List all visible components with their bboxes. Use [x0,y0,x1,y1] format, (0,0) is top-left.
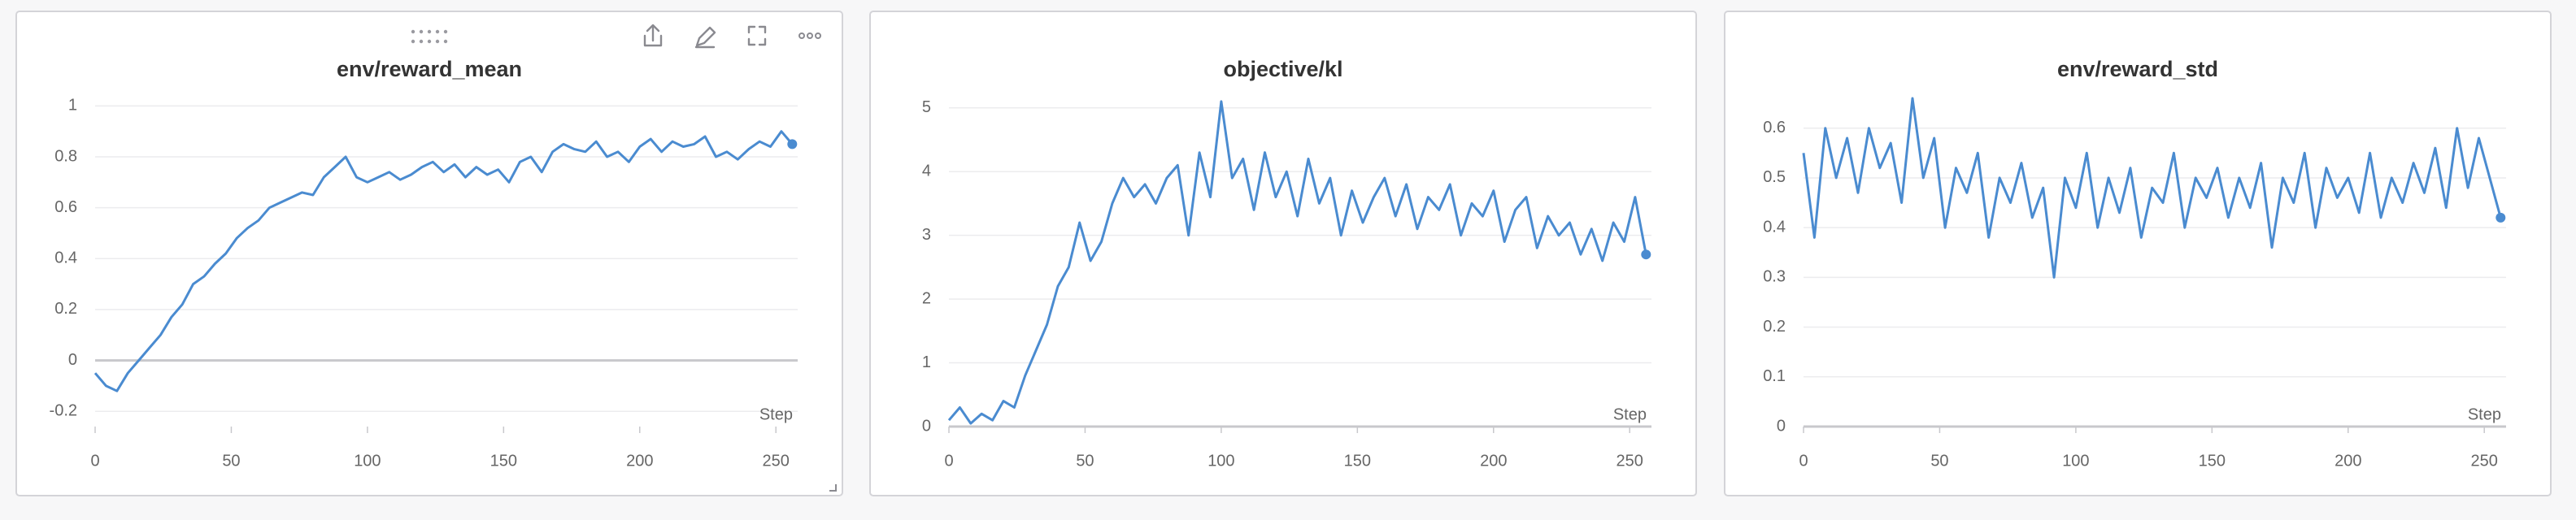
y-tick-label: 0 [922,417,931,435]
panel [869,11,1697,496]
x-tick-label: 50 [222,452,240,470]
end-point [2496,212,2506,223]
x-tick-label: 0 [90,452,99,470]
x-tick-label: 150 [1344,452,1371,470]
y-tick-label: 1 [922,353,931,371]
y-tick-label: 1 [68,97,77,115]
x-axis-label: Step [2468,405,2501,423]
x-axis-label: Step [1613,405,1647,423]
y-tick-label: 0 [1777,417,1786,435]
resize-handle[interactable] [829,484,837,492]
y-tick-label: 0.1 [1763,367,1786,385]
x-axis-label: Step [759,405,793,423]
y-tick-label: 0.5 [1763,168,1786,186]
x-tick-label: 250 [763,452,790,470]
y-tick-label: 0.2 [54,300,77,318]
x-tick-label: 50 [1930,452,1948,470]
x-tick-label: 0 [1799,452,1808,470]
panel [1724,11,2552,496]
chart-title: env/reward_mean [337,57,522,81]
share-icon[interactable] [643,24,663,47]
fullscreen-icon[interactable] [747,25,767,46]
x-tick-label: 200 [2334,452,2361,470]
panel [15,11,843,496]
y-tick-label: 0.6 [54,198,77,216]
y-tick-label: 2 [922,289,931,307]
x-tick-label: 50 [1076,452,1094,470]
end-point [1641,249,1651,260]
x-tick-label: 250 [1617,452,1643,470]
y-tick-label: 3 [922,226,931,244]
series-line [94,130,794,392]
y-tick-label: 5 [922,98,931,116]
x-tick-label: 150 [490,452,517,470]
y-tick-label: 0.4 [54,249,77,267]
more-icon[interactable] [798,32,821,39]
x-tick-label: 150 [2199,452,2226,470]
edit-icon[interactable] [694,26,716,49]
series-line [1802,97,2502,279]
x-tick-label: 100 [354,452,381,470]
x-tick-label: 100 [1208,452,1234,470]
x-tick-label: 200 [626,452,653,470]
y-tick-label: 0.8 [54,147,77,165]
x-tick-label: 0 [944,452,953,470]
y-tick-label: 0.4 [1763,218,1786,236]
y-tick-label: 4 [922,162,931,180]
y-tick-label: 0.6 [1763,119,1786,136]
y-tick-label: 0.2 [1763,318,1786,336]
end-point [787,139,798,150]
x-tick-label: 250 [2471,452,2498,470]
y-tick-label: -0.2 [50,401,77,419]
chart-title: env/reward_std [2057,57,2218,81]
chart-title: objective/kl [1223,57,1342,81]
y-tick-label: 0 [68,351,77,369]
series-line [947,100,1647,425]
drag-handle[interactable] [411,29,448,44]
x-tick-label: 100 [2062,452,2089,470]
y-tick-label: 0.3 [1763,268,1786,286]
x-tick-label: 200 [1480,452,1507,470]
